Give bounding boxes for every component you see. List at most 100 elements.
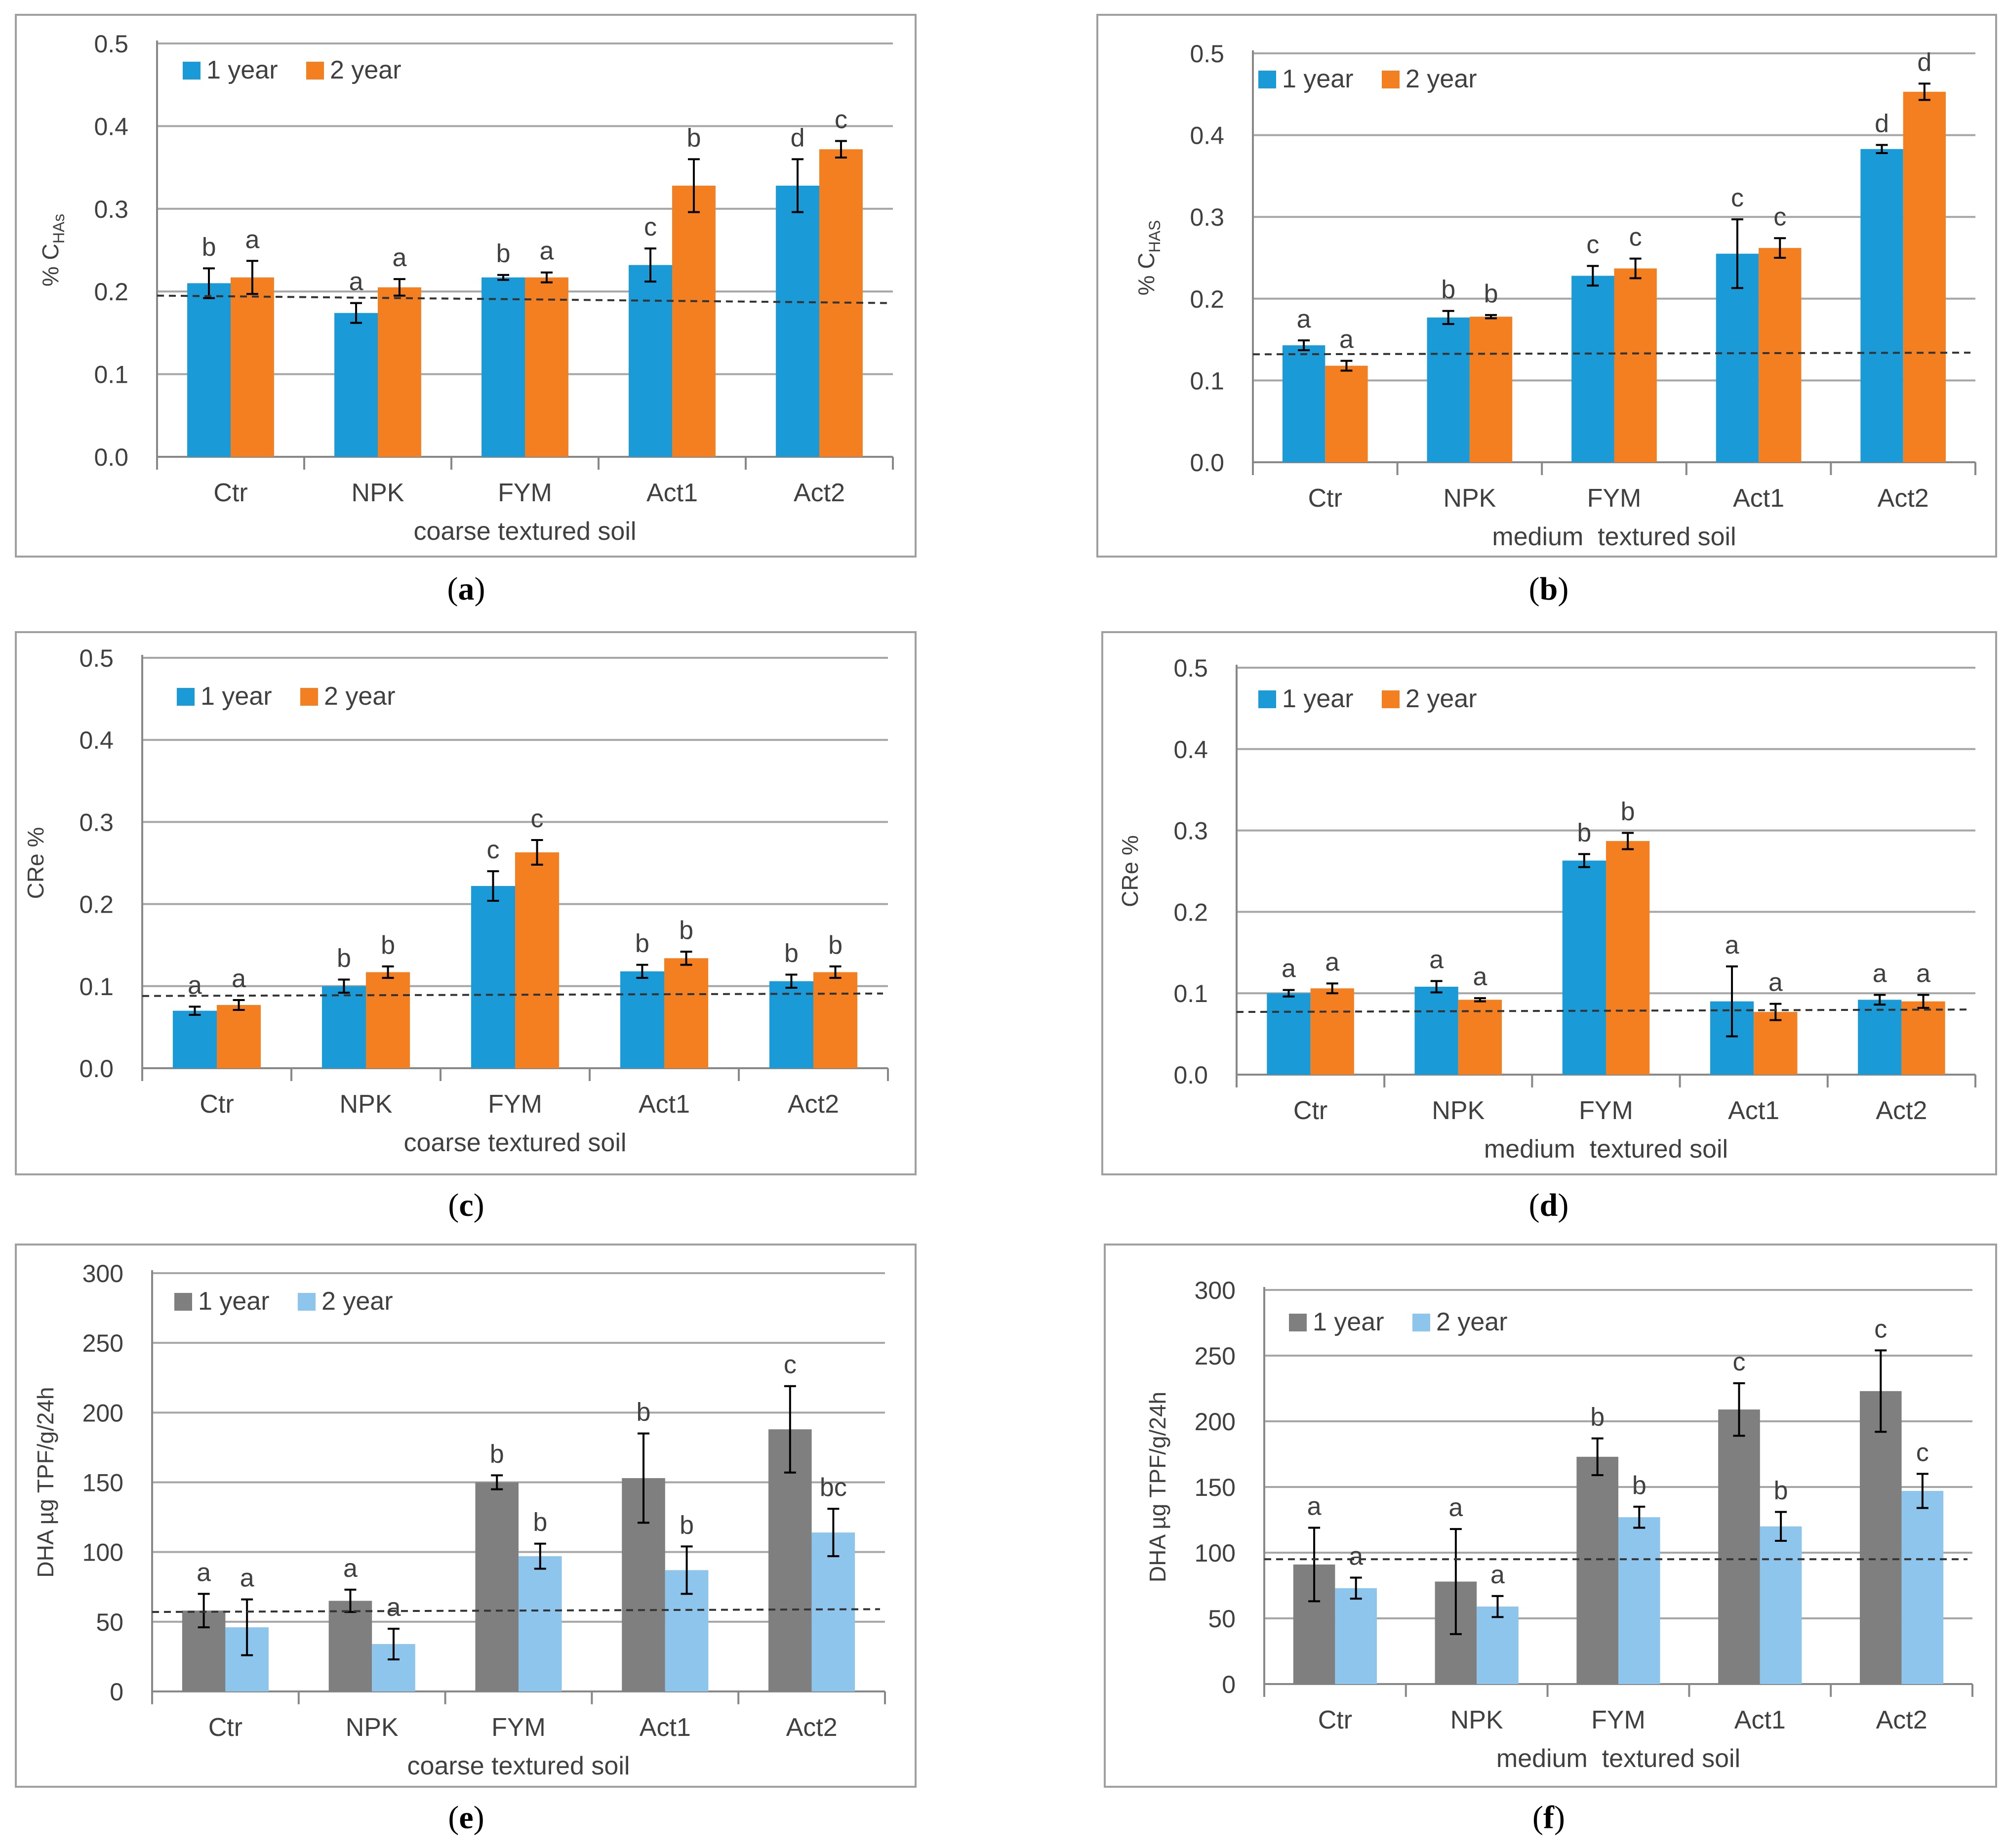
y-tick-label: 250 [1195, 1342, 1236, 1370]
y-tick-label: 0.5 [1173, 654, 1208, 682]
bar-a-2-year-NPK [378, 287, 421, 457]
y-tick-label: 0.2 [94, 278, 128, 306]
y-tick-label: 0.1 [1190, 367, 1224, 395]
significance-letter: c [1629, 223, 1642, 252]
legend-label: 1 year [201, 682, 272, 711]
significance-letter: a [1325, 948, 1339, 976]
bar-c-1-year-Ctr [172, 1010, 217, 1068]
bar-b-2-year-Ctr [1325, 365, 1368, 462]
bar-c-1-year-FYM [471, 886, 515, 1068]
bar-e-2-year-Act2 [811, 1532, 855, 1691]
y-tick-label: 0.4 [79, 726, 114, 754]
bar-d-2-year-Act2 [1901, 1001, 1945, 1075]
error-bar [1874, 994, 1886, 1006]
x-axis-title: coarse textured soil [404, 1128, 627, 1157]
baseline-dashed-line [157, 294, 888, 304]
y-tick-label: 300 [1195, 1277, 1236, 1304]
chart-frame [1101, 631, 1997, 1175]
significance-letter: a [232, 964, 246, 993]
significance-letter: a [1339, 325, 1354, 354]
error-bar [1298, 339, 1310, 352]
y-tick-label: 0.5 [79, 644, 114, 672]
x-tick-label: Ctr [208, 1713, 242, 1742]
significance-letter: a [349, 268, 363, 296]
error-bar [1491, 1595, 1504, 1618]
y-tick-label: 0.0 [1173, 1061, 1208, 1089]
significance-letter: a [1297, 305, 1311, 333]
baseline-dashed-line [1252, 352, 1971, 356]
error-bar [531, 839, 543, 866]
y-tick-label: 150 [82, 1469, 123, 1497]
significance-letter: b [635, 929, 649, 958]
bar-a-2-year-Act1 [672, 185, 716, 457]
error-bar [687, 158, 700, 213]
y-tick-label: 0.2 [1190, 285, 1224, 313]
y-axis-title: DHA µg TPF/g/24h [1145, 1392, 1170, 1582]
bar-e-1-year-FYM [475, 1482, 519, 1691]
error-bar [792, 158, 804, 213]
x-tick-label: NPK [1432, 1096, 1485, 1125]
bar-d-2-year-FYM [1606, 841, 1650, 1075]
bar-b-2-year-Act1 [1759, 248, 1802, 462]
error-bar [827, 1508, 840, 1558]
significance-letter: b [496, 240, 511, 268]
x-tick-label: NPK [1450, 1706, 1503, 1734]
chart-frame [15, 14, 917, 558]
x-tick-label: Act1 [1734, 1706, 1786, 1734]
y-tick-label: 200 [1195, 1408, 1236, 1436]
bar-f-2-year-Ctr [1335, 1588, 1377, 1684]
significance-letter: b [1441, 276, 1455, 304]
legend-label: 2 year [1405, 65, 1477, 93]
legend-swatch [1382, 71, 1400, 88]
legend-swatch [1412, 1314, 1430, 1331]
significance-letter: c [835, 106, 847, 134]
y-tick-label: 0.3 [1190, 203, 1224, 231]
y-tick-label: 50 [96, 1608, 123, 1636]
x-tick-label: FYM [1591, 1706, 1646, 1734]
error-bar [382, 965, 394, 979]
x-tick-label: FYM [491, 1713, 546, 1742]
error-bar [784, 1385, 796, 1474]
error-bar [1633, 1505, 1646, 1529]
significance-letter: a [392, 243, 406, 272]
baseline-dashed-line [1236, 1008, 1971, 1013]
bar-b-1-year-Ctr [1282, 345, 1325, 462]
y-axis-title: CRe % [1117, 835, 1143, 907]
legend-swatch [1382, 690, 1400, 708]
y-tick-label: 0.1 [94, 361, 128, 389]
significance-letter: c [1731, 184, 1744, 212]
y-tick-label: 0.5 [94, 30, 128, 58]
bar-d-2-year-Act1 [1754, 1012, 1798, 1075]
significance-letter: c [1732, 1348, 1745, 1376]
significance-letter: d [1875, 109, 1889, 138]
significance-letter: b [679, 916, 693, 945]
y-tick-label: 0.4 [1190, 122, 1224, 150]
error-bar [829, 965, 842, 979]
bar-c-2-year-FYM [515, 852, 560, 1068]
legend-label: 1 year [1282, 65, 1354, 93]
bar-b-2-year-NPK [1469, 317, 1513, 462]
bar-a-1-year-Act2 [776, 185, 819, 457]
error-bar [636, 964, 648, 979]
legend-swatch [306, 62, 324, 80]
error-bar [1350, 1576, 1362, 1600]
bar-f-2-year-FYM [1618, 1517, 1660, 1684]
error-bar [350, 302, 362, 324]
x-tick-label: Ctr [1293, 1096, 1327, 1125]
panel-label: (b) [1529, 571, 1569, 607]
y-axis-title: % CHAS [1133, 220, 1164, 296]
baseline-dashed-line [152, 1608, 881, 1613]
significance-letter: b [490, 1440, 504, 1468]
bar-d-1-year-NPK [1414, 987, 1458, 1075]
y-tick-label: 200 [82, 1399, 123, 1427]
x-axis-title: medium textured soil [1492, 522, 1736, 551]
bar-b-1-year-Act2 [1860, 149, 1903, 462]
x-tick-label: Ctr [213, 479, 247, 507]
legend-swatch [183, 62, 201, 80]
error-bar [1283, 989, 1295, 998]
bar-f-2-year-Act1 [1760, 1526, 1802, 1684]
error-bar [1774, 237, 1786, 259]
error-bar [1775, 1511, 1787, 1542]
x-tick-label: Act1 [1728, 1096, 1779, 1125]
x-tick-label: Act1 [646, 479, 698, 507]
